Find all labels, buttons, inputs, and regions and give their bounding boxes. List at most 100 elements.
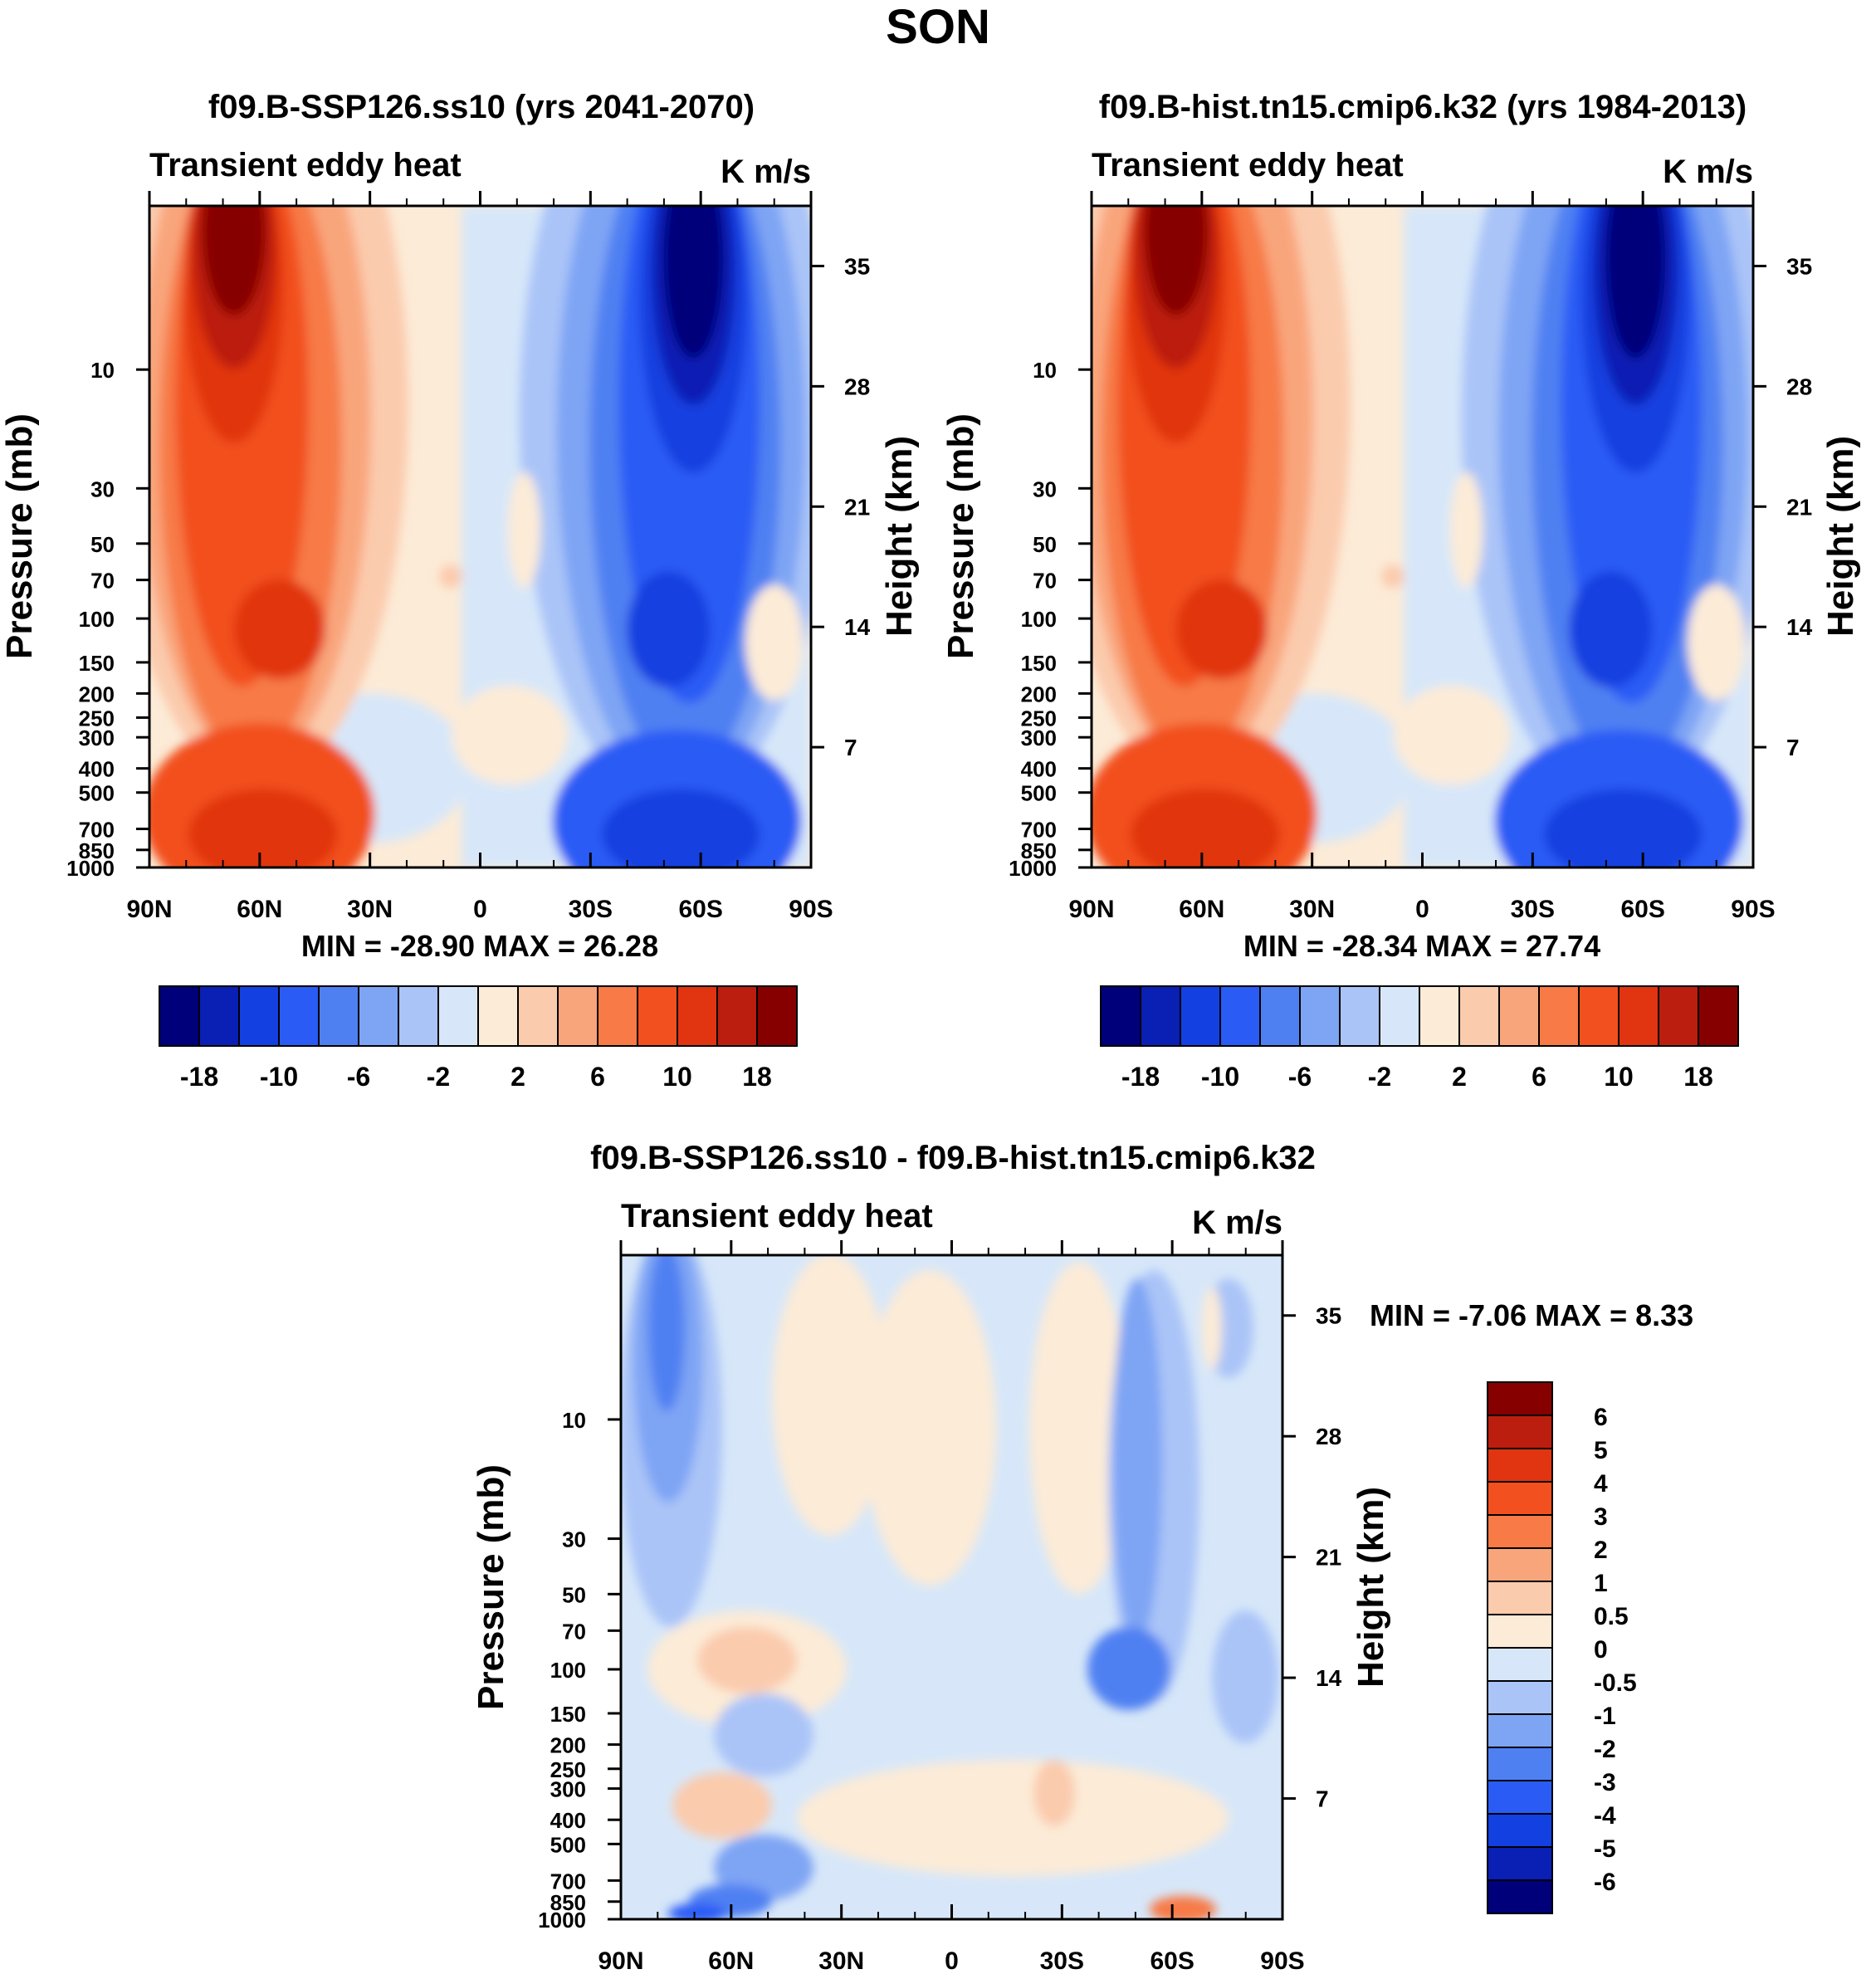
y-axis-label: Pressure (mb) xyxy=(940,413,981,659)
y-tick-label-right: 14 xyxy=(844,614,871,640)
colorbar-label: 10 xyxy=(662,1062,692,1092)
y-tick-label: 850 xyxy=(550,1890,586,1915)
colorbar-swatch xyxy=(1487,1713,1553,1748)
y-tick-label-right: 14 xyxy=(1316,1665,1342,1691)
colorbar-label: -6 xyxy=(347,1062,370,1092)
y-tick-label: 100 xyxy=(550,1658,586,1683)
y-tick-label: 700 xyxy=(79,818,115,843)
colorbar-swatch xyxy=(1458,985,1500,1047)
y-tick-label-right: 7 xyxy=(1316,1786,1329,1812)
x-tick-label: 90N xyxy=(1068,896,1114,923)
y-tick-label-right: 7 xyxy=(844,735,857,760)
y-tick-label: 250 xyxy=(550,1757,586,1782)
y-tick-label-right: 14 xyxy=(1786,614,1813,640)
y-tick-label: 1000 xyxy=(1009,856,1057,881)
units-string: K m/s xyxy=(721,154,811,190)
colorbar-swatch xyxy=(1487,1813,1553,1848)
colorbar-swatch xyxy=(1658,985,1699,1047)
colorbar-label: 6 xyxy=(590,1062,605,1092)
colorbar-label: 0.5 xyxy=(1594,1603,1629,1630)
y-tick-label: 150 xyxy=(1021,651,1057,676)
y-tick-label-right: 7 xyxy=(1786,735,1800,760)
y-tick-label-right: 28 xyxy=(844,374,870,399)
y-tick-label: 700 xyxy=(550,1869,586,1893)
colorbar-swatch xyxy=(1379,985,1420,1047)
min-max-text: MIN = -28.90 MAX = 26.28 xyxy=(301,929,658,963)
colorbar-swatch xyxy=(1100,985,1141,1047)
colorbar-swatch xyxy=(1487,1614,1553,1649)
x-tick-label: 30N xyxy=(818,1947,864,1975)
field-contour xyxy=(1381,564,1405,589)
colorbar: -18 -10 -6 -2 2 6 10 18 xyxy=(1100,985,1739,1092)
colorbar-label: 5 xyxy=(1594,1437,1608,1464)
field-contour xyxy=(1130,789,1280,867)
colorbar-label: 6 xyxy=(1594,1404,1608,1431)
colorbar-swatch xyxy=(1299,985,1341,1047)
x-tick-label: 0 xyxy=(945,1947,959,1975)
contour-field xyxy=(149,206,811,867)
colorbar-swatch xyxy=(1487,1780,1553,1815)
colorbar-label: -0.5 xyxy=(1594,1669,1637,1697)
left-string: Transient eddy heat xyxy=(149,147,462,183)
colorbar-swatch xyxy=(1487,1846,1553,1881)
colorbar-swatch xyxy=(1339,985,1380,1047)
y-tick-label: 150 xyxy=(550,1702,586,1727)
y-tick-label: 30 xyxy=(562,1527,586,1552)
y-tick-label-right: 21 xyxy=(844,494,870,520)
colorbar-swatch xyxy=(1698,985,1739,1047)
colorbar-label: -18 xyxy=(1121,1062,1160,1092)
contour-field xyxy=(1092,206,1753,867)
colorbar-label: 2 xyxy=(511,1062,525,1092)
colorbar-swatch xyxy=(1219,985,1261,1047)
min-max-text: MIN = -28.34 MAX = 27.74 xyxy=(1243,929,1600,963)
field-contour xyxy=(1144,206,1208,315)
colorbar-label: -3 xyxy=(1594,1769,1616,1796)
y-axis-label-right: Height (km) xyxy=(879,436,920,637)
colorbar-swatch xyxy=(1498,985,1540,1047)
field-contour xyxy=(1449,472,1483,589)
colorbar-label: -6 xyxy=(1288,1062,1312,1092)
field-contour xyxy=(1544,789,1703,867)
y-tick-label: 1000 xyxy=(66,856,115,881)
colorbar-label: -18 xyxy=(180,1062,218,1092)
colorbar-label: -2 xyxy=(427,1062,450,1092)
colorbar-swatch xyxy=(238,985,280,1047)
x-tick-label: 0 xyxy=(473,896,487,923)
y-tick-label: 250 xyxy=(1021,706,1057,731)
y-tick-label: 1000 xyxy=(538,1908,586,1933)
colorbar-label: -6 xyxy=(1594,1869,1616,1896)
colorbar-swatch xyxy=(677,985,718,1047)
colorbar-swatch xyxy=(1180,985,1221,1047)
x-tick-label: 90S xyxy=(789,896,833,923)
y-tick-label: 10 xyxy=(1033,358,1057,383)
field-contour xyxy=(233,579,325,680)
x-tick-label: 30N xyxy=(1289,896,1335,923)
colorbar-swatch xyxy=(1419,985,1460,1047)
colorbar-label: -10 xyxy=(1201,1062,1239,1092)
figure-title: SON xyxy=(886,0,990,54)
colorbar-swatch xyxy=(437,985,479,1047)
colorbar-swatch xyxy=(1487,1547,1553,1582)
panel-title: f09.B-hist.tn15.cmip6.k32 (yrs 1984-2013… xyxy=(1099,89,1747,125)
y-tick-label: 50 xyxy=(90,532,115,557)
colorbar-swatch xyxy=(1487,1481,1553,1516)
colorbar-swatch xyxy=(278,985,320,1047)
y-tick-label-right: 35 xyxy=(1786,253,1812,279)
y-tick-label-right: 21 xyxy=(1786,494,1812,520)
x-tick-label: 60S xyxy=(1150,1947,1194,1975)
field-contour xyxy=(507,472,541,589)
y-tick-label: 400 xyxy=(79,757,115,782)
colorbar-swatch xyxy=(557,985,598,1047)
y-tick-label: 70 xyxy=(90,569,115,594)
y-axis-label: Pressure (mb) xyxy=(471,1464,511,1710)
colorbar-swatch xyxy=(1487,1415,1553,1449)
field-contour xyxy=(1569,571,1653,688)
colorbar-swatch xyxy=(318,985,359,1047)
field-contour xyxy=(451,685,568,785)
colorbar-label: 6 xyxy=(1532,1062,1546,1092)
colorbar-label: -5 xyxy=(1594,1835,1616,1863)
field-contour xyxy=(188,789,338,867)
y-tick-label: 400 xyxy=(550,1808,586,1833)
x-tick-label: 30N xyxy=(347,896,393,923)
